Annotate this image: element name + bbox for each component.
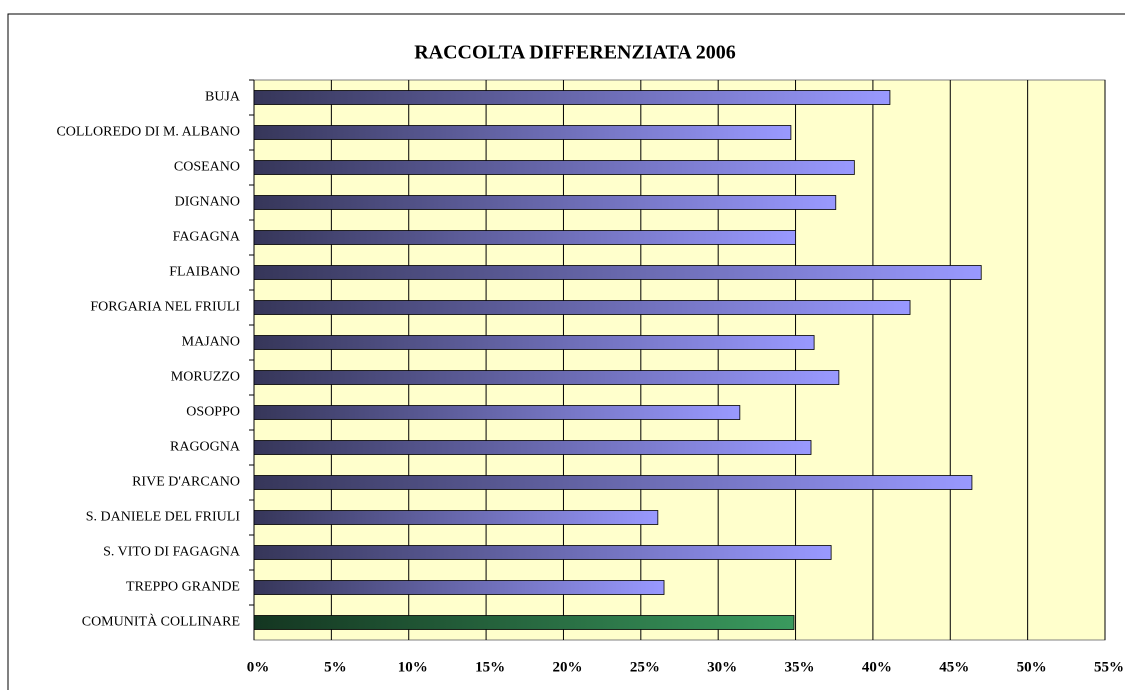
bar bbox=[253, 615, 795, 630]
bar bbox=[253, 545, 832, 560]
y-tick-label: FAGAGNA bbox=[173, 230, 241, 245]
x-tick-label: 50% bbox=[1017, 659, 1047, 675]
y-tick-label: FLAIBANO bbox=[169, 265, 240, 280]
y-tick-label: OSOPPO bbox=[186, 405, 240, 420]
y-tick-label: COMUNITÀ COLLINARE bbox=[82, 613, 240, 630]
x-tick-label: 0% bbox=[247, 659, 270, 675]
bar bbox=[253, 475, 973, 490]
y-tick-label: S. DANIELE DEL FRIULI bbox=[86, 510, 241, 525]
x-tick-label: 15% bbox=[475, 659, 505, 675]
y-tick-label: FORGARIA NEL FRIULI bbox=[90, 300, 240, 315]
bar bbox=[253, 90, 891, 105]
x-tick-label: 30% bbox=[707, 659, 737, 675]
y-tick-label: DIGNANO bbox=[175, 195, 240, 210]
y-tick-label: BUJA bbox=[205, 90, 241, 105]
bar bbox=[253, 265, 982, 280]
y-tick-label: TREPPO GRANDE bbox=[126, 580, 240, 595]
y-tick-label: COSEANO bbox=[174, 160, 240, 175]
x-tick-label: 45% bbox=[939, 659, 969, 675]
bar bbox=[253, 335, 815, 350]
y-tick-label: MAJANO bbox=[182, 335, 240, 350]
y-tick-label: RAGOGNA bbox=[170, 440, 241, 455]
y-tick-label: S. VITO DI FAGAGNA bbox=[103, 545, 241, 560]
x-tick-label: 5% bbox=[324, 659, 347, 675]
y-tick-label: COLLOREDO DI M. ALBANO bbox=[56, 125, 240, 140]
chart-title: RACCOLTA DIFFERENZIATA 2006 bbox=[414, 42, 736, 64]
bar bbox=[253, 195, 837, 210]
x-tick-label: 25% bbox=[630, 659, 660, 675]
bar bbox=[253, 510, 659, 525]
bar bbox=[253, 125, 792, 140]
bar bbox=[253, 160, 855, 175]
bar bbox=[253, 440, 812, 455]
x-tick-label: 40% bbox=[862, 659, 892, 675]
x-tick-label: 55% bbox=[1094, 659, 1124, 675]
bar bbox=[253, 230, 796, 245]
bar bbox=[253, 405, 741, 420]
bar bbox=[253, 370, 840, 385]
bar bbox=[253, 300, 911, 315]
x-tick-label: 10% bbox=[398, 659, 428, 675]
chart-frame bbox=[7, 13, 1125, 690]
bar bbox=[253, 580, 665, 595]
x-tick-label: 35% bbox=[785, 659, 815, 675]
x-tick-label: 20% bbox=[552, 659, 582, 675]
y-tick-label: MORUZZO bbox=[171, 370, 240, 385]
y-tick-label: RIVE D'ARCANO bbox=[132, 475, 240, 490]
